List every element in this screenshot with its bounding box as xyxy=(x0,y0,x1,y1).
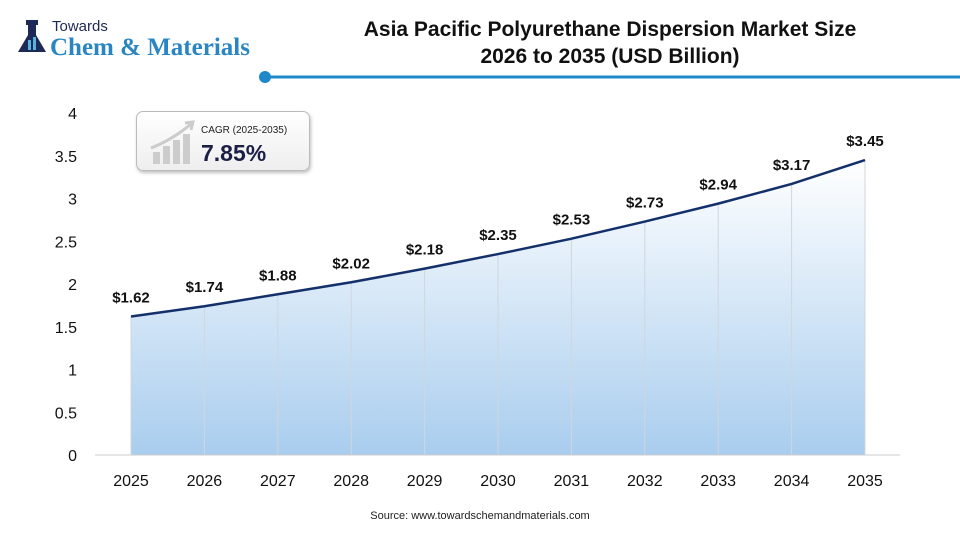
y-tick-label: 3 xyxy=(68,192,77,209)
y-tick-label: 2 xyxy=(68,277,77,294)
title-line1: Asia Pacific Polyurethane Dispersion Mar… xyxy=(363,18,857,41)
data-label: $1.74 xyxy=(186,279,224,296)
growth-chart-icon xyxy=(150,120,195,164)
data-label: $1.62 xyxy=(112,289,150,306)
x-tick-label: 2030 xyxy=(480,473,516,490)
y-tick-label: 1 xyxy=(68,363,77,380)
x-tick-label: 2026 xyxy=(187,473,223,490)
chart-title: Asia Pacific Polyurethane Dispersion Mar… xyxy=(300,16,920,70)
x-tick-label: 2031 xyxy=(554,473,590,490)
data-label: $1.88 xyxy=(259,267,297,284)
y-tick-label: 0.5 xyxy=(55,405,77,422)
logo-line2: Chem & Materials xyxy=(50,34,250,61)
data-label: $2.94 xyxy=(699,177,737,194)
data-label: $2.35 xyxy=(479,227,517,244)
x-tick-label: 2032 xyxy=(627,473,663,490)
y-tick-label: 3.5 xyxy=(55,149,77,166)
data-label: $2.53 xyxy=(553,212,591,229)
x-tick-label: 2035 xyxy=(847,473,883,490)
cagr-label: CAGR (2025-2035) xyxy=(201,125,288,136)
x-tick-label: 2025 xyxy=(113,473,149,490)
title-line2: 2026 to 2035 (USD Billion) xyxy=(480,45,740,68)
x-tick-label: 2029 xyxy=(407,473,443,490)
y-tick-label: 2.5 xyxy=(55,234,77,251)
divider-line xyxy=(265,75,960,79)
cagr-box: CAGR (2025-2035) 7.85% xyxy=(136,111,310,171)
data-label: $2.73 xyxy=(626,195,664,212)
y-tick-label: 1.5 xyxy=(55,320,77,337)
source-note: Source: www.towardschemandmaterials.com xyxy=(370,510,590,522)
cagr-value: 7.85% xyxy=(201,140,267,166)
y-tick-label: 4 xyxy=(68,106,77,123)
x-tick-label: 2034 xyxy=(774,473,810,490)
y-tick-label: 0 xyxy=(68,448,77,465)
series-line xyxy=(130,158,866,318)
logo: Towards Chem & Materials xyxy=(16,18,250,61)
data-label: $3.17 xyxy=(773,157,811,174)
x-tick-label: 2028 xyxy=(333,473,369,490)
flask-icon xyxy=(18,20,46,52)
logo-line1: Towards xyxy=(52,18,108,35)
data-label: $2.18 xyxy=(406,242,444,259)
data-label: $2.02 xyxy=(332,255,370,272)
x-tick-label: 2027 xyxy=(260,473,296,490)
data-label: $3.45 xyxy=(846,133,884,150)
x-tick-label: 2033 xyxy=(700,473,736,490)
